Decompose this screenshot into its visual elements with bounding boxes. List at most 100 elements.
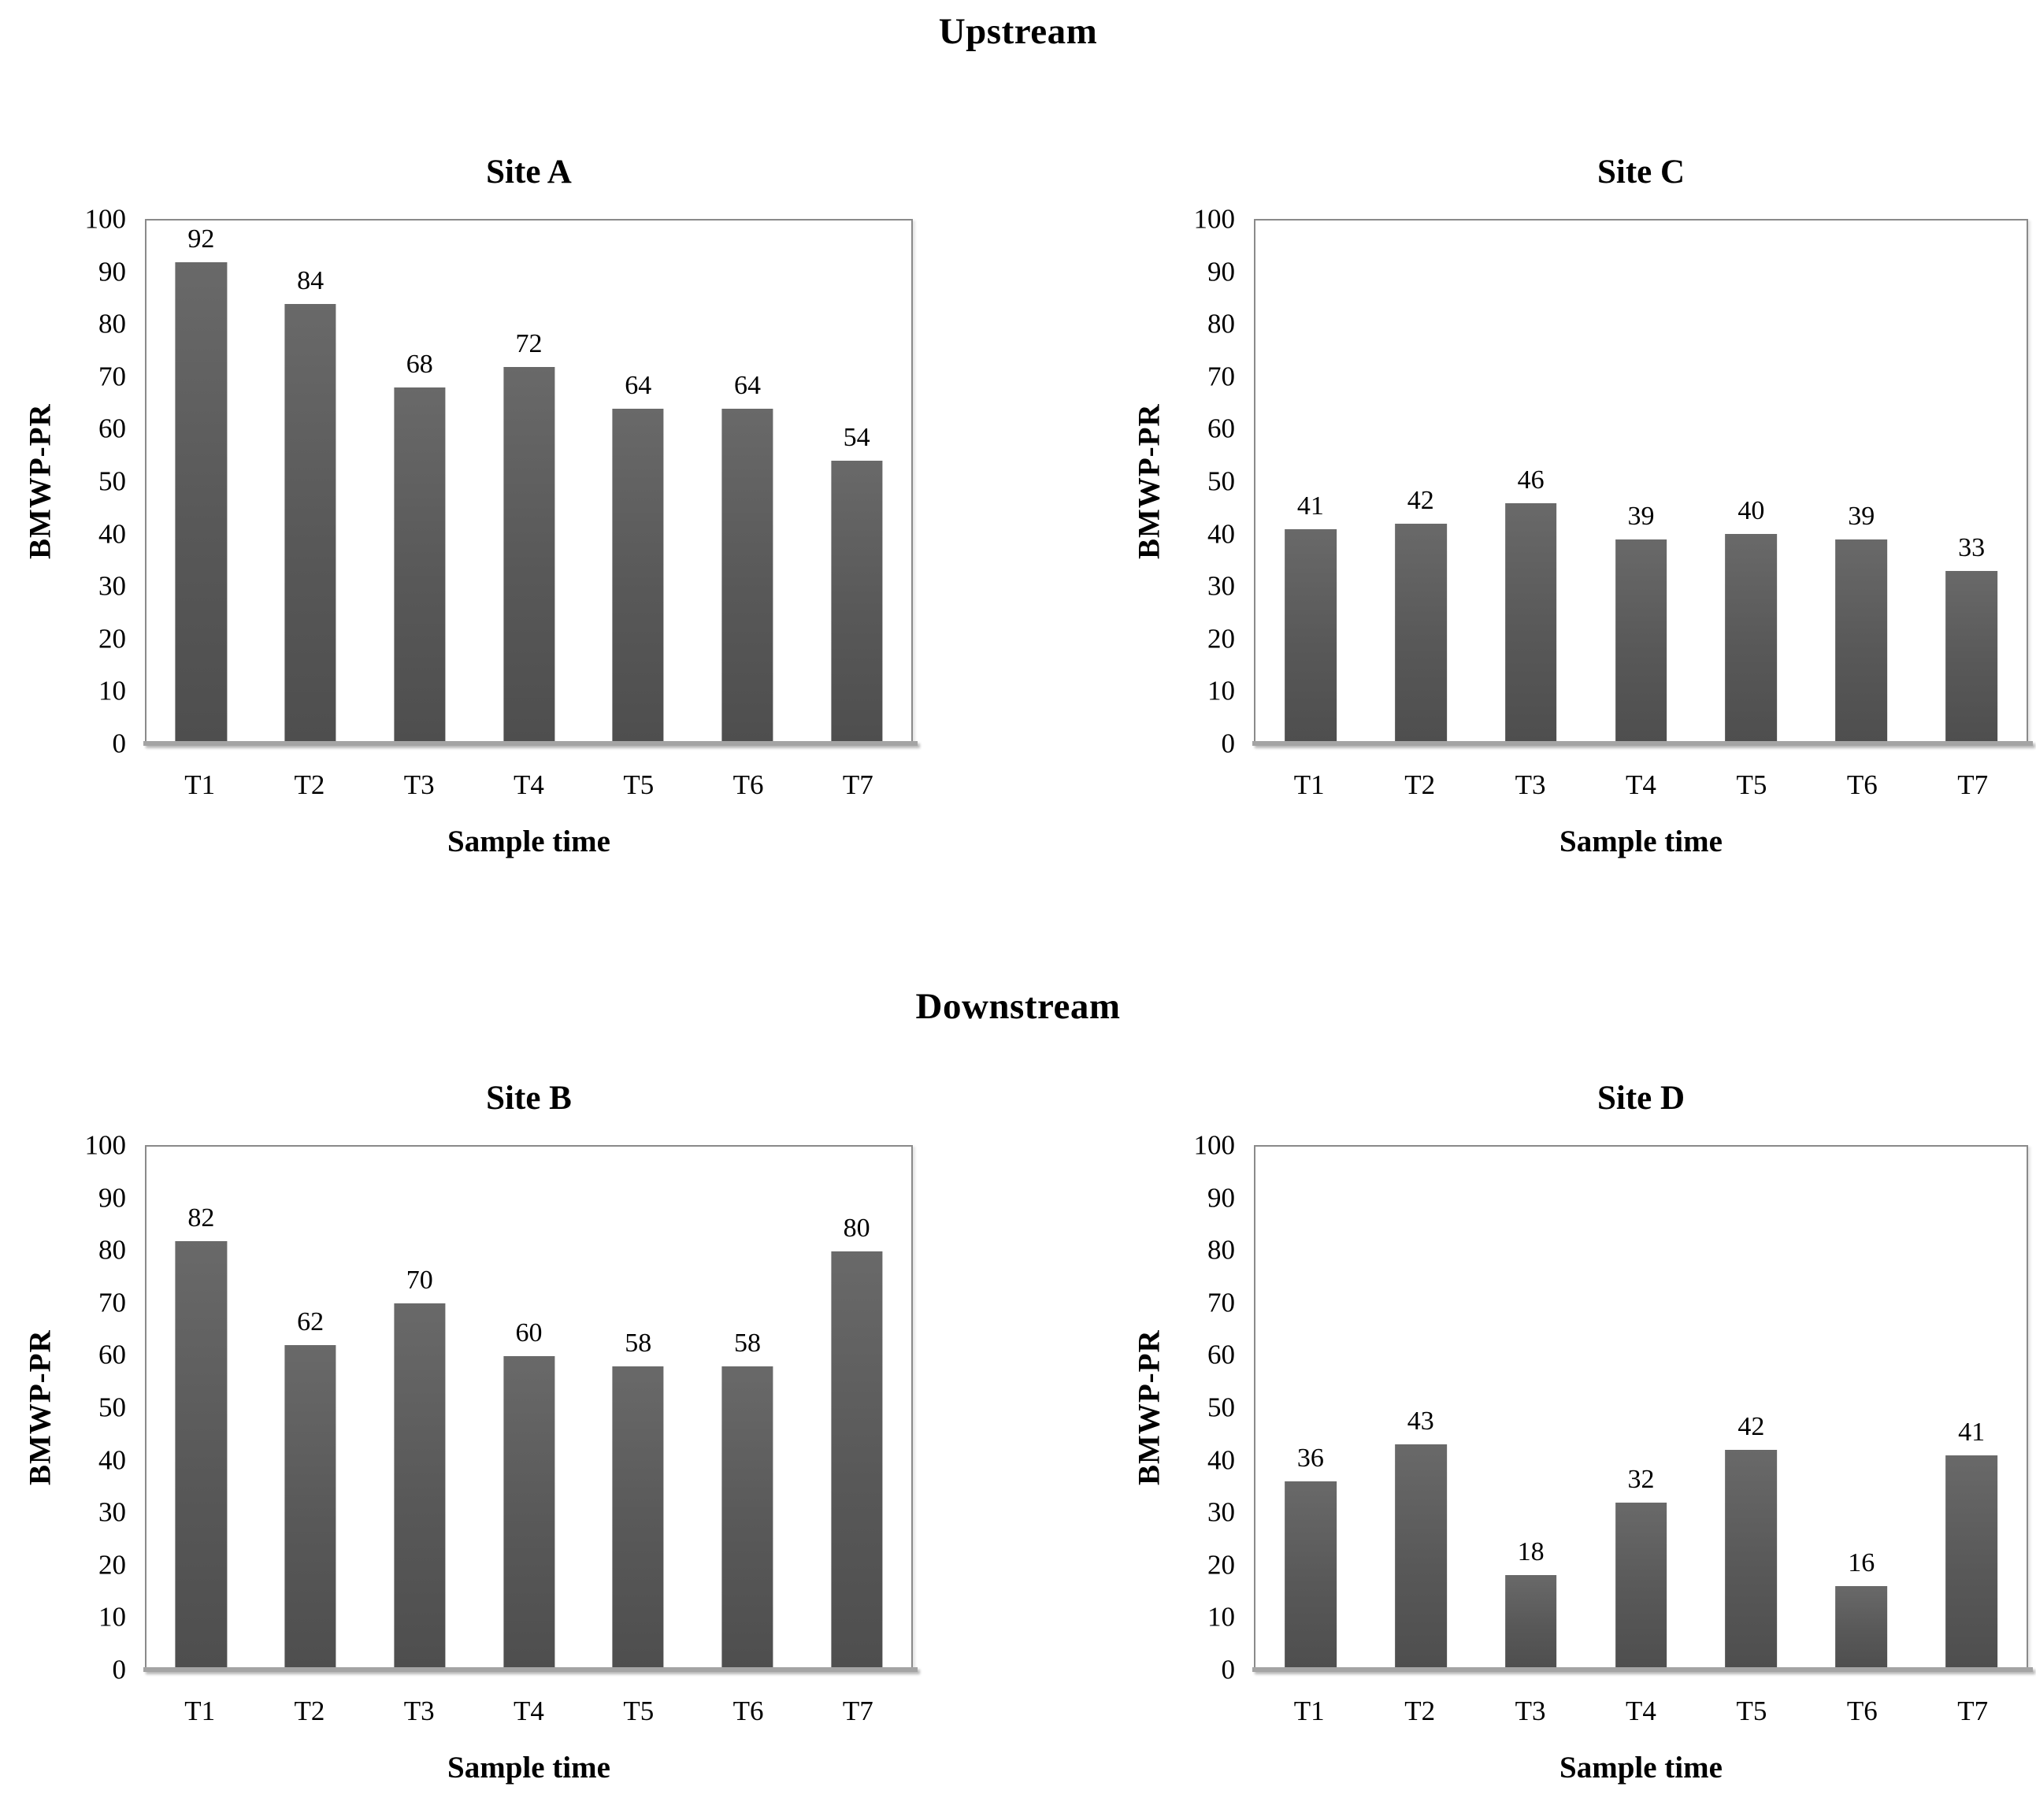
bar-slot-t7: 80: [802, 1147, 911, 1670]
section-title-upstream: Upstream: [938, 11, 1098, 52]
x-axis-ticks: T1 T2 T3 T4 T5 T6 T7: [145, 1695, 913, 1728]
bar-slot-t5: 40: [1696, 221, 1806, 743]
x-tick-label: T1: [1293, 1696, 1325, 1726]
y-tick-label: 90: [1207, 256, 1235, 287]
bar-slot-t3: 70: [365, 1147, 474, 1670]
x-axis-title: Sample time: [1559, 1751, 1723, 1785]
chart-title: Site B: [486, 1080, 572, 1117]
x-tick-label: T5: [1736, 1696, 1767, 1726]
y-tick-label: 50: [98, 1392, 126, 1423]
y-axis-ticks: 100 90 80 70 60 50 40 30 20 10 0: [63, 206, 145, 758]
bar-slot-t7: 54: [802, 221, 911, 743]
bar-t6: [1835, 1585, 1888, 1670]
y-tick-label: 100: [1193, 203, 1236, 235]
bar-slot-t1: 36: [1255, 1147, 1366, 1670]
bar-t2: [284, 304, 336, 743]
x-tick-label: T1: [1293, 769, 1325, 800]
bar-value-label: 16: [1848, 1548, 1875, 1577]
bar-slot-t6: 58: [693, 1147, 803, 1670]
bar-value-label: 40: [1737, 496, 1765, 526]
y-axis-title: BMWP-PR: [23, 1329, 57, 1485]
x-axis-title: Sample time: [447, 1751, 610, 1785]
bar-slot-t2: 62: [256, 1147, 365, 1670]
y-tick-label: 50: [98, 465, 126, 497]
x-tick-label: T2: [294, 1696, 325, 1726]
bar-slot-t5: 58: [584, 1147, 693, 1670]
bar-t2: [1394, 524, 1447, 743]
y-tick-label: 60: [98, 413, 126, 444]
y-tick-label: 60: [98, 1339, 126, 1370]
bar-t5: [612, 409, 664, 743]
y-tick-label: 40: [98, 518, 126, 550]
y-tick-label: 70: [1207, 1287, 1235, 1318]
y-axis-ticks: 100 90 80 70 60 50 40 30 20 10 0: [1172, 206, 1254, 758]
y-tick-label: 90: [1207, 1182, 1235, 1214]
x-tick-label: T5: [1736, 769, 1767, 800]
y-axis-title: BMWP-PR: [1132, 403, 1166, 559]
x-tick-label: T3: [1515, 769, 1546, 800]
plot-area: 82 62 70 60 58 58 80: [143, 1145, 918, 1672]
bar-slot-t6: 64: [693, 221, 803, 743]
chart-title: Site D: [1597, 1080, 1686, 1117]
bar-value-label: 72: [515, 328, 543, 358]
bar-value-label: 18: [1517, 1537, 1545, 1567]
bars-group: 82 62 70 60 58 58 80: [146, 1147, 911, 1670]
y-axis-ticks: 100 90 80 70 60 50 40 30 20 10 0: [63, 1132, 145, 1684]
x-tick-label: T4: [514, 1696, 544, 1726]
bar-t7: [1945, 570, 1997, 743]
section-downstream: Downstream Site B BMWP-PR 100 90 80 70 60 50 40 3…: [0, 984, 2036, 1786]
upstream-charts-row: Site A BMWP-PR 100 90 80 70 60 50 40 30 20 10 0 92 84 6…: [0, 153, 2036, 860]
bar-value-label: 82: [187, 1203, 215, 1232]
y-axis-ticks: 100 90 80 70 60 50 40 30 20 10 0: [1172, 1132, 1254, 1684]
x-axis-line: [143, 1667, 918, 1672]
bar-value-label: 80: [843, 1213, 870, 1243]
x-tick-label: T1: [184, 1696, 216, 1726]
bar-slot-t1: 82: [146, 1147, 256, 1670]
plot-area: 36 43 18 32 42 16 41: [1252, 1145, 2033, 1672]
x-tick-label: T7: [1957, 1696, 1989, 1726]
bar-t1: [1285, 528, 1337, 743]
x-tick-label: T3: [1515, 1696, 1546, 1726]
x-tick-label: T2: [1404, 769, 1436, 800]
y-tick-label: 60: [1207, 1339, 1235, 1370]
y-tick-label: 100: [84, 1129, 127, 1161]
y-tick-label: 0: [1221, 728, 1236, 759]
y-axis-title: BMWP-PR: [1132, 1329, 1166, 1485]
x-tick-label: T6: [732, 769, 764, 800]
y-tick-label: 10: [1207, 675, 1235, 706]
bar-slot-t4: 72: [474, 221, 584, 743]
bar-t5: [612, 1366, 664, 1670]
y-tick-label: 40: [98, 1444, 126, 1476]
x-axis-line: [143, 741, 918, 746]
y-tick-label: 80: [1207, 1234, 1235, 1266]
y-tick-label: 50: [1207, 1392, 1235, 1423]
chart-title: Site A: [486, 154, 572, 191]
bar-t6: [1835, 539, 1888, 743]
bar-t3: [1504, 1575, 1557, 1670]
bar-t7: [831, 1251, 883, 1670]
bar-value-label: 70: [406, 1266, 433, 1295]
bar-slot-t3: 68: [365, 221, 474, 743]
x-tick-label: T4: [1626, 1696, 1656, 1726]
x-axis-line: [1252, 1667, 2033, 1672]
bar-t4: [503, 1355, 555, 1670]
bar-value-label: 43: [1407, 1407, 1434, 1436]
y-tick-label: 80: [1207, 308, 1235, 339]
bar-slot-t2: 43: [1366, 1147, 1476, 1670]
bar-t1: [1285, 1481, 1337, 1670]
y-tick-label: 70: [98, 361, 126, 392]
bar-value-label: 68: [406, 350, 433, 380]
bar-slot-t4: 60: [474, 1147, 584, 1670]
bar-value-label: 33: [1958, 532, 1986, 562]
x-tick-label: T6: [732, 1696, 764, 1726]
x-tick-label: T3: [403, 769, 435, 800]
x-axis-ticks: T1 T2 T3 T4 T5 T6 T7: [145, 769, 913, 802]
chart-site-a: Site A BMWP-PR 100 90 80 70 60 50 40 30 20 10 0 92 84 6…: [17, 153, 918, 860]
bar-t4: [1615, 539, 1667, 743]
y-tick-label: 30: [1207, 570, 1235, 602]
bar-t3: [1504, 502, 1557, 743]
bar-value-label: 62: [297, 1307, 324, 1337]
x-tick-label: T5: [623, 1696, 655, 1726]
bar-value-label: 58: [733, 1328, 761, 1358]
chart-site-d: Site D BMWP-PR 100 90 80 70 60 50 40 30 20 10 0 36 43 1…: [1126, 1079, 2033, 1786]
